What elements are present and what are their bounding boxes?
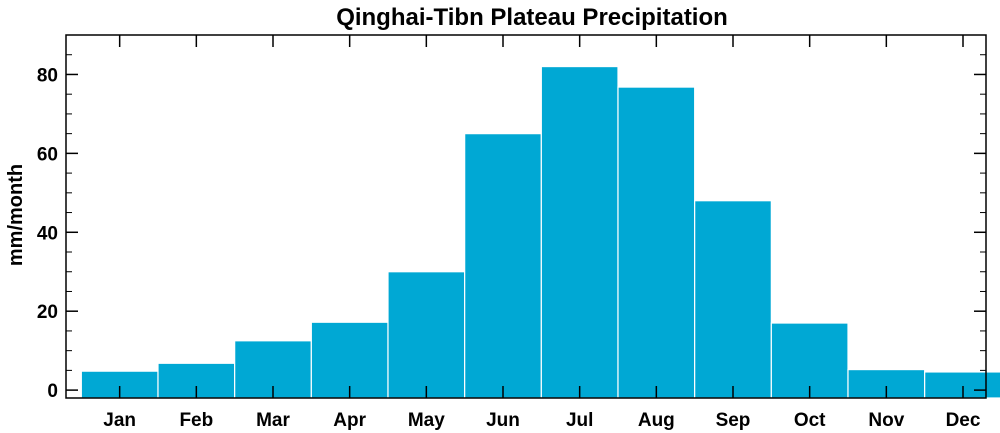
- x-tick-labels: Jan Feb Mar Apr May Jun Jul Aug Sep Oct Nov Dec: [103, 410, 981, 431]
- y-axis-label: mm/month: [5, 164, 27, 266]
- y-tick-label-80: 80: [37, 65, 58, 86]
- bar-jul: [541, 67, 618, 398]
- x-tick-label-feb: Feb: [179, 410, 213, 431]
- x-tick-label-nov: Nov: [868, 410, 904, 431]
- x-tick-label-oct: Oct: [794, 410, 826, 431]
- x-tick-label-aug: Aug: [638, 410, 675, 431]
- x-tick-label-jan: Jan: [103, 410, 136, 431]
- x-tick-label-jul: Jul: [566, 410, 593, 431]
- x-tick-label-may: May: [408, 410, 445, 431]
- bar-sep: [695, 201, 772, 398]
- bar-jun: [465, 134, 542, 398]
- bars-group: [81, 67, 1000, 398]
- y-tick-label-60: 60: [37, 144, 58, 165]
- y-tick-label-40: 40: [37, 223, 58, 244]
- bar-may: [388, 272, 465, 398]
- x-tick-label-jun: Jun: [486, 410, 520, 431]
- x-tick-label-sep: Sep: [716, 410, 751, 431]
- x-tick-label-mar: Mar: [256, 410, 290, 431]
- y-tick-label-20: 20: [37, 302, 58, 323]
- chart-title: Qinghai-Tibn Plateau Precipitation: [336, 4, 728, 31]
- bar-aug: [618, 87, 695, 398]
- x-tick-label-apr: Apr: [333, 410, 366, 431]
- y-tick-labels: 0 20 40 60 80: [37, 65, 58, 402]
- y-tick-label-0: 0: [47, 381, 58, 402]
- x-tick-label-dec: Dec: [946, 410, 981, 431]
